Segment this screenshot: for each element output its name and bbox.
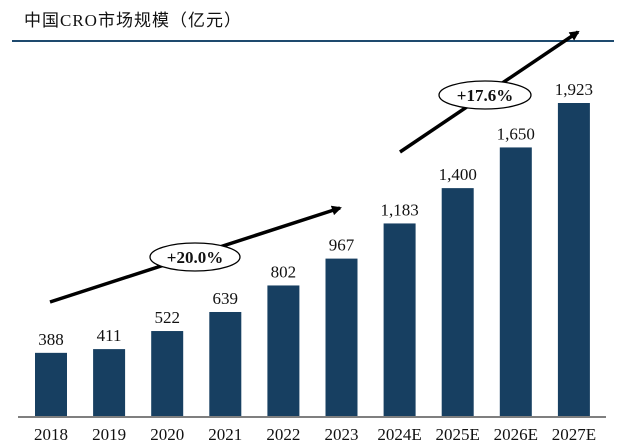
bar-2020 bbox=[151, 331, 184, 416]
x-tick-label: 2026E bbox=[494, 425, 538, 444]
x-tick-label: 2018 bbox=[34, 425, 68, 444]
cagr-annotation-1: +20.0% bbox=[49, 205, 342, 304]
bar-2021 bbox=[209, 311, 242, 416]
bar-2022 bbox=[267, 285, 300, 416]
bar-2024E bbox=[383, 223, 416, 416]
data-label: 1,650 bbox=[497, 124, 535, 143]
x-tick-label: 2019 bbox=[92, 425, 126, 444]
cagr-annotation-2: +17.6% bbox=[399, 30, 580, 154]
data-label: 639 bbox=[213, 289, 239, 308]
data-label: 388 bbox=[38, 330, 64, 349]
chart-title: 中国CRO市场规模（亿元） bbox=[24, 11, 242, 30]
x-tick-label: 2024E bbox=[377, 425, 421, 444]
x-tick-label: 2023 bbox=[325, 425, 359, 444]
x-tick-label: 2027E bbox=[552, 425, 596, 444]
x-tick-label: 2021 bbox=[208, 425, 242, 444]
bar-2025E bbox=[441, 188, 474, 416]
cagr-label: +17.6% bbox=[457, 86, 513, 105]
data-label: 1,923 bbox=[555, 80, 593, 99]
cagr-ellipse bbox=[149, 242, 241, 272]
bar-2027E bbox=[557, 103, 590, 416]
data-label: 1,400 bbox=[439, 165, 477, 184]
data-label: 967 bbox=[329, 236, 355, 255]
bar-2026E bbox=[499, 147, 532, 417]
bar-2023 bbox=[325, 258, 358, 416]
cagr-label: +20.0% bbox=[167, 248, 223, 267]
cagr-ellipse bbox=[438, 80, 532, 110]
x-tick-label: 2022 bbox=[266, 425, 300, 444]
bar-2019 bbox=[93, 349, 126, 416]
x-tick-label: 2020 bbox=[150, 425, 184, 444]
data-label: 802 bbox=[271, 262, 297, 281]
data-label: 1,183 bbox=[380, 200, 418, 219]
data-label: 411 bbox=[97, 326, 122, 345]
data-label: 522 bbox=[154, 308, 180, 327]
bar-2018 bbox=[35, 352, 67, 416]
x-tick-label: 2025E bbox=[436, 425, 480, 444]
